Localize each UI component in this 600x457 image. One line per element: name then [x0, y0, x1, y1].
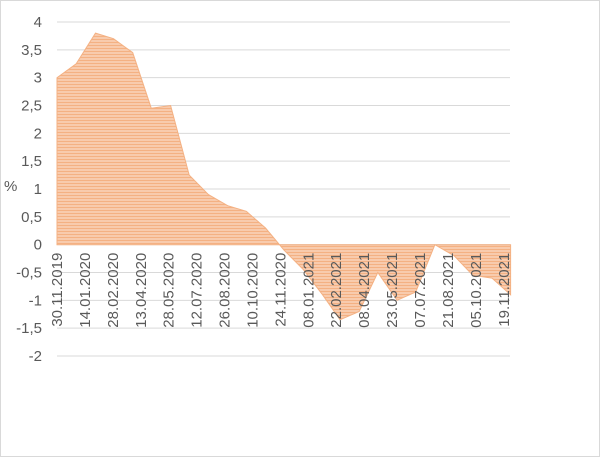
x-tick-label: 30.11.2019 [49, 253, 66, 327]
x-tick-label: 19.11.2021 [496, 253, 513, 327]
x-tick-label: 23.05.2021 [384, 253, 401, 328]
y-tick-label: 0 [34, 237, 42, 254]
y-tick-label: -1,5 [16, 320, 42, 337]
x-tick-label: 07.07.2021 [412, 253, 429, 328]
x-tick-label: 08.04.2021 [356, 253, 373, 328]
area-series [56, 32, 512, 321]
x-tick-label: 13.04.2020 [133, 253, 150, 328]
x-tick-label: 08.01.2021 [300, 253, 317, 328]
x-tick-label: 12.07.2020 [189, 253, 206, 328]
x-tick-label: 28.05.2020 [161, 253, 178, 328]
y-tick-label: 1 [34, 181, 42, 198]
x-tick-label: 10.10.2020 [244, 253, 261, 328]
y-axis-tick-labels: -2 -1,5 -1 -0,5 0 0,5 1 1,5 2 2,5 3 3,5 4 [16, 14, 42, 365]
y-tick-label: -2 [29, 348, 42, 365]
y-tick-label: 3 [34, 70, 42, 87]
y-tick-label: -0,5 [16, 265, 42, 282]
y-tick-label: 1,5 [21, 153, 42, 170]
y-tick-label: 3,5 [21, 42, 42, 59]
area-fill [56, 32, 512, 321]
y-tick-label: 0,5 [21, 209, 42, 226]
x-tick-label: 21.08.2021 [440, 253, 457, 328]
y-axis-label: % [4, 178, 17, 195]
y-tick-label: 2 [34, 125, 42, 142]
y-tick-label: -1 [29, 292, 42, 309]
y-tick-label: 2,5 [21, 98, 42, 115]
x-tick-label: 22.02.2021 [328, 253, 345, 328]
x-tick-label: 14.01.2020 [77, 253, 94, 328]
x-axis-tick-labels: 30.11.2019 14.01.2020 28.02.2020 13.04.2020… [49, 253, 513, 328]
x-tick-label: 24.11.2020 [272, 253, 289, 327]
x-tick-label: 28.02.2020 [105, 253, 122, 328]
y-tick-label: 4 [34, 14, 42, 31]
x-tick-label: 26.08.2020 [216, 253, 233, 328]
x-tick-label: 05.10.2021 [468, 253, 485, 328]
